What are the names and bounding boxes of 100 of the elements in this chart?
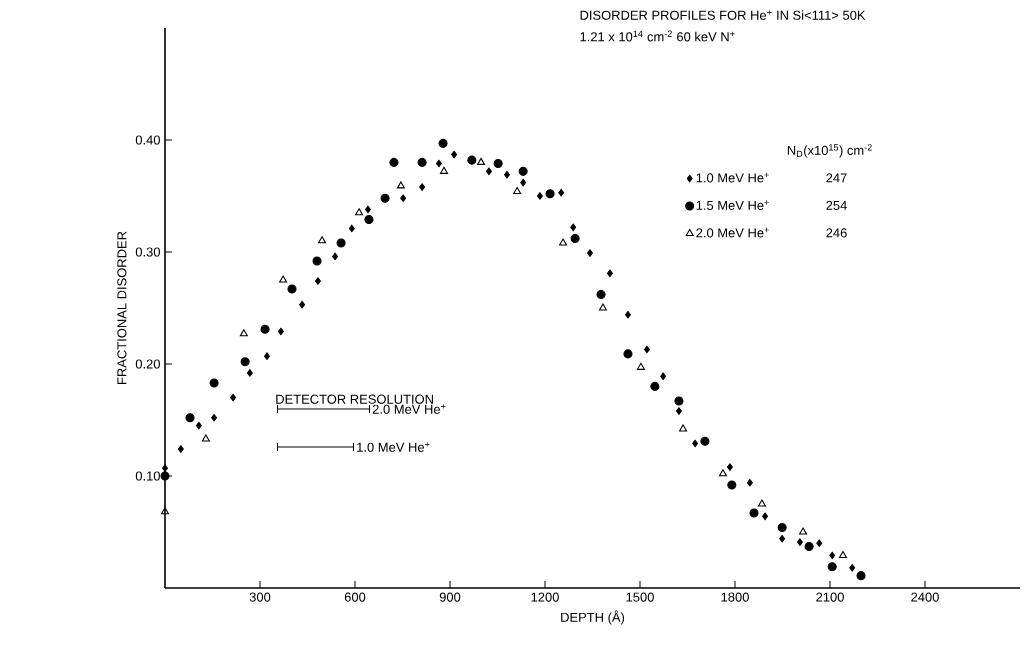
point (260, 324, 270, 334)
point (396, 181, 405, 189)
point (185, 413, 195, 423)
point (355, 208, 364, 216)
point (623, 349, 633, 359)
point (827, 562, 837, 572)
point (419, 183, 426, 191)
legend-title: N$_{D}$(x10$^{15}$) cm$^{-2}$ (787, 144, 872, 158)
x-tick-label: 1500 (626, 592, 654, 602)
point (332, 252, 339, 261)
y-tick-label: 0.30 (135, 247, 160, 257)
x-tick-label: 600 (344, 592, 366, 602)
point (777, 522, 787, 533)
point (318, 236, 327, 244)
annotation: 247 (826, 173, 847, 183)
y-tick-label: 0.10 (135, 471, 160, 481)
point (849, 564, 856, 572)
point (727, 480, 737, 490)
point (162, 464, 168, 472)
point (435, 159, 442, 168)
chart-subtitle: 1.21 x 10$^{14}$ cm$^{-2}$ 60 keV N$^{+}$ (580, 30, 735, 42)
point (796, 538, 803, 546)
point (239, 329, 248, 337)
legend-label: 2.0 MeV He$^{+}$ (696, 227, 769, 238)
point (230, 393, 237, 402)
point (312, 256, 322, 266)
point (348, 224, 355, 233)
annotation: 1.0 MeV He$^{+}$ (357, 442, 430, 452)
point (277, 327, 284, 336)
point (240, 357, 250, 367)
point (598, 303, 607, 311)
x-tick-label: 1200 (531, 592, 559, 602)
point (545, 189, 555, 199)
point (700, 436, 710, 446)
point (246, 369, 253, 377)
point (679, 424, 688, 432)
point (676, 407, 682, 415)
point (650, 381, 660, 391)
point (364, 214, 374, 225)
point (559, 238, 568, 246)
point (279, 275, 288, 283)
point (493, 158, 503, 169)
point (518, 166, 528, 176)
point (856, 571, 866, 581)
chart-title: DISORDER PROFILES FOR He$^{+}$ IN Si<111> 50K (580, 10, 866, 20)
x-tick-label: 2400 (911, 592, 939, 602)
point (718, 469, 727, 477)
point (587, 249, 593, 257)
point (264, 352, 270, 360)
point (417, 157, 427, 167)
point (570, 233, 580, 244)
annotation: DETECTOR RESOLUTION (276, 394, 433, 404)
point (477, 157, 486, 165)
point (606, 269, 613, 278)
point (287, 284, 297, 294)
x-tick-label: 300 (249, 592, 271, 602)
point (570, 223, 577, 232)
point (692, 439, 699, 448)
point (160, 507, 170, 515)
point (467, 155, 477, 165)
point (749, 508, 759, 518)
point (799, 527, 808, 535)
point (336, 238, 346, 248)
y-axis-title: FRACTIONAL DISORDER (117, 231, 127, 384)
point (520, 178, 527, 187)
point (160, 471, 170, 481)
x-tick-label: 2100 (816, 592, 844, 602)
point (513, 186, 522, 195)
point (757, 499, 766, 507)
point (536, 192, 543, 200)
point (400, 194, 407, 202)
point (315, 277, 321, 285)
legend-label: 1.5 MeV He$^{+}$ (696, 200, 769, 210)
point (211, 414, 218, 422)
x-tick-label: 900 (439, 592, 461, 602)
point (389, 157, 399, 167)
y-tick-label: 0.40 (135, 135, 160, 145)
point (660, 372, 667, 381)
point (201, 434, 210, 442)
point (451, 150, 458, 159)
point (726, 463, 733, 471)
point (438, 138, 448, 148)
point (762, 512, 769, 521)
point (209, 378, 219, 388)
point (596, 289, 606, 300)
point (380, 193, 390, 203)
point (558, 188, 565, 197)
point (838, 550, 847, 559)
legend-label: 1.0 MeV He$^{+}$ (696, 172, 769, 183)
point (816, 539, 823, 547)
y-tick-label: 0.20 (135, 359, 160, 369)
point (195, 421, 202, 430)
point (804, 542, 814, 552)
point (829, 551, 836, 560)
point (746, 478, 753, 487)
point (779, 534, 786, 543)
point (439, 166, 448, 174)
annotation: 2.0 MeV He$^{+}$ (372, 404, 446, 414)
point (177, 445, 184, 453)
point (636, 362, 645, 370)
